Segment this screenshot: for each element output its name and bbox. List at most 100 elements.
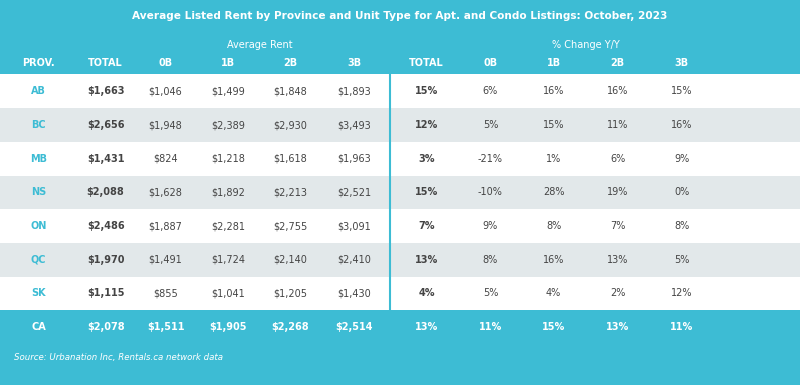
Text: $1,431: $1,431: [87, 154, 124, 164]
Text: 9%: 9%: [674, 154, 690, 164]
Text: $1,618: $1,618: [274, 154, 307, 164]
Text: $1,893: $1,893: [338, 86, 371, 96]
Text: NS: NS: [30, 187, 46, 198]
Text: $3,493: $3,493: [338, 120, 371, 130]
Text: $1,948: $1,948: [149, 120, 182, 130]
Text: $1,724: $1,724: [211, 255, 245, 265]
Text: 2B: 2B: [283, 58, 298, 68]
Text: PROV.: PROV.: [22, 58, 54, 68]
Text: ON: ON: [30, 221, 46, 231]
Bar: [0, 142, 800, 176]
Text: -10%: -10%: [478, 187, 503, 198]
Text: 12%: 12%: [414, 120, 438, 130]
Bar: [0, 176, 800, 209]
Text: 4%: 4%: [418, 288, 434, 298]
Text: 1%: 1%: [546, 154, 562, 164]
Text: MB: MB: [30, 154, 47, 164]
Text: $1,887: $1,887: [149, 221, 182, 231]
Text: $3,091: $3,091: [338, 221, 371, 231]
Text: 5%: 5%: [482, 288, 498, 298]
Text: 19%: 19%: [607, 187, 628, 198]
Text: % Change Y/Y: % Change Y/Y: [552, 40, 620, 50]
Text: 16%: 16%: [671, 120, 692, 130]
Text: $1,205: $1,205: [274, 288, 307, 298]
Text: 11%: 11%: [478, 322, 502, 332]
Text: 8%: 8%: [674, 221, 690, 231]
Text: 15%: 15%: [671, 86, 692, 96]
Text: 0B: 0B: [483, 58, 498, 68]
Text: 15%: 15%: [414, 187, 438, 198]
Text: $2,410: $2,410: [338, 255, 371, 265]
Text: $1,218: $1,218: [211, 154, 245, 164]
Text: $2,930: $2,930: [274, 120, 307, 130]
Text: 5%: 5%: [674, 255, 690, 265]
Text: $1,970: $1,970: [87, 255, 124, 265]
Text: 15%: 15%: [414, 86, 438, 96]
Text: 13%: 13%: [606, 322, 630, 332]
Text: 6%: 6%: [610, 154, 626, 164]
Text: $2,088: $2,088: [86, 187, 125, 198]
Text: $2,389: $2,389: [211, 120, 245, 130]
Text: 12%: 12%: [671, 288, 692, 298]
Text: 8%: 8%: [546, 221, 562, 231]
Text: $2,755: $2,755: [274, 221, 307, 231]
Text: $1,491: $1,491: [149, 255, 182, 265]
Text: 16%: 16%: [543, 255, 564, 265]
Text: $1,046: $1,046: [149, 86, 182, 96]
Text: 13%: 13%: [414, 322, 438, 332]
Text: 16%: 16%: [607, 86, 628, 96]
Text: 3B: 3B: [347, 58, 362, 68]
Text: $2,486: $2,486: [86, 221, 125, 231]
Text: 2B: 2B: [610, 58, 625, 68]
Text: $2,078: $2,078: [86, 322, 125, 332]
Bar: [0, 209, 800, 243]
Text: $2,140: $2,140: [274, 255, 307, 265]
Text: 7%: 7%: [610, 221, 626, 231]
Text: 8%: 8%: [482, 255, 498, 265]
Text: 11%: 11%: [670, 322, 694, 332]
Text: 3%: 3%: [418, 154, 434, 164]
Text: Average Listed Rent by Province and Unit Type for Apt. and Condo Listings: Octob: Average Listed Rent by Province and Unit…: [132, 11, 668, 21]
Text: 4%: 4%: [546, 288, 562, 298]
Text: $2,281: $2,281: [211, 221, 245, 231]
Bar: [0, 310, 800, 344]
Text: CA: CA: [31, 322, 46, 332]
Text: 11%: 11%: [607, 120, 628, 130]
Text: $1,511: $1,511: [147, 322, 184, 332]
Bar: [0, 108, 800, 142]
Bar: [0, 0, 800, 33]
Text: 2%: 2%: [610, 288, 626, 298]
Text: TOTAL: TOTAL: [409, 58, 444, 68]
Text: 6%: 6%: [482, 86, 498, 96]
Text: BC: BC: [31, 120, 46, 130]
Text: 1B: 1B: [221, 58, 235, 68]
Bar: [0, 276, 800, 310]
Text: $1,663: $1,663: [87, 86, 124, 96]
Text: AB: AB: [31, 86, 46, 96]
Text: 15%: 15%: [543, 120, 564, 130]
Text: 0B: 0B: [158, 58, 173, 68]
Text: $1,499: $1,499: [211, 86, 245, 96]
Text: 13%: 13%: [607, 255, 628, 265]
Text: QC: QC: [30, 255, 46, 265]
Text: $2,656: $2,656: [87, 120, 124, 130]
Text: $824: $824: [154, 154, 178, 164]
Text: 7%: 7%: [418, 221, 434, 231]
Text: $1,430: $1,430: [338, 288, 371, 298]
Bar: [0, 33, 800, 75]
Text: $1,041: $1,041: [211, 288, 245, 298]
Text: 13%: 13%: [414, 255, 438, 265]
Text: 16%: 16%: [543, 86, 564, 96]
Text: 15%: 15%: [542, 322, 566, 332]
Text: $855: $855: [154, 288, 178, 298]
Bar: [0, 243, 800, 276]
Text: $2,521: $2,521: [338, 187, 371, 198]
Text: $1,115: $1,115: [87, 288, 124, 298]
Text: 28%: 28%: [543, 187, 564, 198]
Text: $1,848: $1,848: [274, 86, 307, 96]
Text: SK: SK: [31, 288, 46, 298]
Text: 3B: 3B: [674, 58, 689, 68]
Text: $2,213: $2,213: [274, 187, 307, 198]
Text: 5%: 5%: [482, 120, 498, 130]
Text: $2,514: $2,514: [336, 322, 373, 332]
